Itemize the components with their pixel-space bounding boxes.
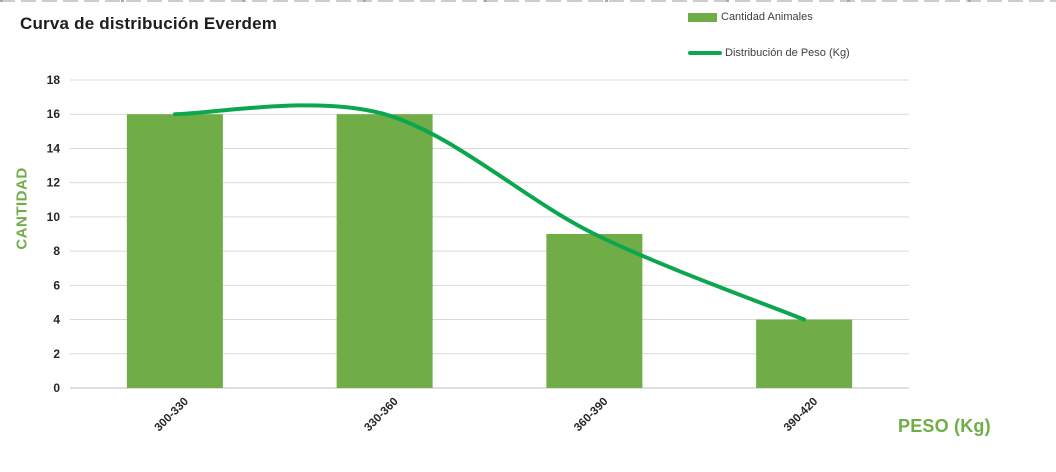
bar-330-360 — [336, 114, 433, 388]
legend-label: Cantidad Animales — [721, 11, 813, 23]
bar-300-330 — [126, 114, 223, 388]
y-tick-label: 6 — [53, 278, 60, 292]
bar-390-420 — [756, 319, 853, 388]
distribution-curve — [172, 103, 807, 322]
x-axis-title: PESO (Kg) — [898, 416, 991, 436]
legend: Cantidad Animales Distribución de Peso (… — [688, 8, 850, 80]
bar-series — [126, 114, 853, 388]
y-tick-label: 12 — [47, 176, 61, 190]
y-tick-label: 10 — [47, 210, 61, 224]
y-tick-label: 0 — [53, 381, 60, 395]
x-tick-label: 390-420 — [782, 396, 820, 434]
x-axis-tick-labels: 300-330 330-360 360-390 390-420 — [153, 396, 821, 434]
y-tick-label: 18 — [47, 73, 61, 87]
y-tick-label: 14 — [47, 141, 61, 155]
legend-item-distribucion-peso: Distribución de Peso (Kg) — [688, 44, 850, 62]
x-tick-label: 330-360 — [362, 396, 400, 434]
page-break-dashed-line — [0, 0, 1056, 2]
line-swatch-icon — [688, 51, 722, 55]
x-tick-label: 300-330 — [153, 396, 191, 434]
legend-label: Distribución de Peso (Kg) — [725, 47, 850, 59]
bar-360-390 — [546, 234, 643, 388]
y-tick-label: 2 — [53, 347, 60, 361]
y-axis-title: CANTIDAD — [13, 167, 31, 250]
y-tick-label: 16 — [47, 107, 61, 121]
chart-title: Curva de distribución Everdem — [20, 14, 278, 33]
y-axis-tick-labels: 0 2 4 6 8 10 12 14 16 18 — [47, 73, 61, 395]
y-tick-label: 4 — [53, 313, 60, 327]
x-tick-label: 360-390 — [572, 396, 610, 434]
bar-swatch-icon — [688, 12, 717, 22]
legend-item-cantidad-animales: Cantidad Animales — [688, 8, 850, 26]
y-tick-label: 8 — [53, 244, 60, 258]
